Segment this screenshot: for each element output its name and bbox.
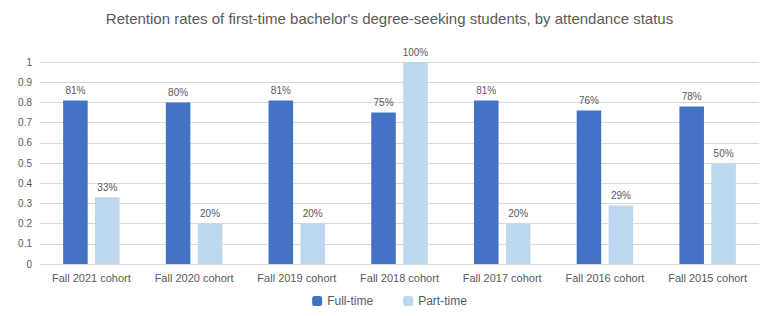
svg-text:81%: 81% — [271, 85, 291, 96]
svg-text:Fall 2019 cohort: Fall 2019 cohort — [257, 272, 336, 284]
svg-text:20%: 20% — [303, 208, 323, 219]
svg-text:0.5: 0.5 — [18, 158, 32, 169]
svg-text:Part-time: Part-time — [418, 294, 467, 308]
svg-text:0.4: 0.4 — [18, 178, 32, 189]
svg-text:Fall 2017 cohort: Fall 2017 cohort — [463, 272, 542, 284]
svg-text:100%: 100% — [403, 47, 429, 58]
svg-text:81%: 81% — [65, 85, 85, 96]
svg-text:78%: 78% — [682, 91, 702, 102]
svg-text:0.3: 0.3 — [18, 198, 32, 209]
svg-text:Fall 2021 cohort: Fall 2021 cohort — [52, 272, 131, 284]
svg-text:75%: 75% — [374, 97, 394, 108]
svg-text:Full-time: Full-time — [327, 294, 373, 308]
svg-text:80%: 80% — [168, 87, 188, 98]
svg-text:81%: 81% — [476, 85, 496, 96]
svg-text:0.2: 0.2 — [18, 218, 32, 229]
svg-text:20%: 20% — [508, 208, 528, 219]
svg-text:50%: 50% — [714, 148, 734, 159]
svg-text:0.6: 0.6 — [18, 137, 32, 148]
svg-text:0: 0 — [26, 259, 32, 270]
svg-text:Fall 2015 cohort: Fall 2015 cohort — [668, 272, 747, 284]
svg-text:76%: 76% — [579, 95, 599, 106]
svg-text:Fall 2016 cohort: Fall 2016 cohort — [565, 272, 644, 284]
svg-text:0.8: 0.8 — [18, 97, 32, 108]
svg-text:Fall 2020 cohort: Fall 2020 cohort — [155, 272, 234, 284]
svg-text:Fall 2018 cohort: Fall 2018 cohort — [360, 272, 439, 284]
svg-text:33%: 33% — [97, 182, 117, 193]
svg-text:0.9: 0.9 — [18, 77, 32, 88]
svg-text:1: 1 — [26, 57, 32, 68]
svg-text:0.1: 0.1 — [18, 238, 32, 249]
svg-text:20%: 20% — [200, 208, 220, 219]
svg-text:Retention rates of first-time: Retention rates of first-time bachelor's… — [106, 10, 673, 27]
svg-text:0.7: 0.7 — [18, 117, 32, 128]
svg-text:29%: 29% — [611, 190, 631, 201]
